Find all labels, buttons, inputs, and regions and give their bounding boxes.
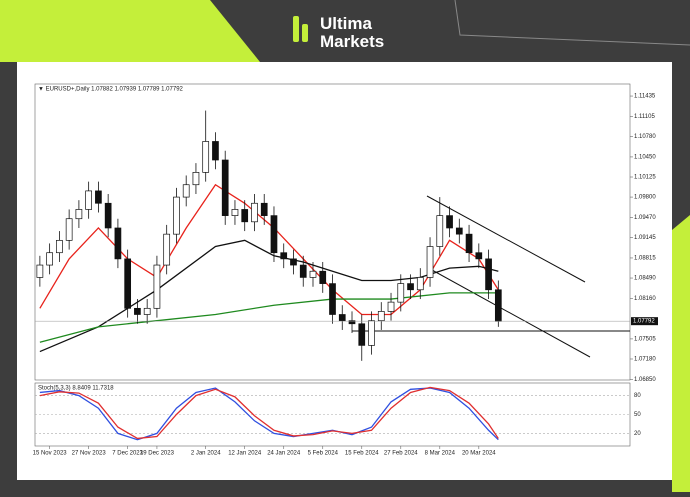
x-tick-label: 12 Jan 2024 (228, 451, 262, 457)
candle-body (173, 196, 180, 235)
x-tick-label: 5 Feb 2024 (308, 451, 339, 457)
candle-body (212, 141, 219, 161)
candle-body (485, 258, 492, 291)
candle-body (358, 323, 366, 346)
candle-body (143, 307, 151, 315)
logo-mark (293, 16, 299, 42)
x-tick-label: 2 Jan 2024 (191, 451, 221, 457)
chart-header: ▼ EURUSD+,Daily 1.07882 1.07939 1.07789 … (38, 87, 184, 93)
accent-shape (672, 215, 690, 492)
indicator-line (39, 386, 499, 440)
candle-body (368, 320, 375, 346)
brand-line: Markets (320, 32, 384, 51)
y-tick-label: 1.10450 (634, 154, 656, 160)
last-price-label: 1.07792 (633, 319, 655, 325)
candle-body (36, 264, 44, 278)
x-tick-label: 27 Nov 2023 (72, 451, 107, 457)
candle-body (436, 215, 444, 247)
candle-body (251, 202, 258, 223)
candle-body (475, 252, 483, 260)
candle-body (46, 252, 53, 266)
candle-body (260, 202, 268, 216)
candle-body (231, 209, 239, 216)
candle-body (280, 252, 288, 260)
x-tick-label: 7 Dec 2023 (112, 451, 143, 457)
candle-body (416, 277, 424, 291)
candle-body (348, 320, 356, 325)
candle-body (202, 141, 210, 173)
y-tick-label: 1.10780 (634, 134, 656, 140)
y-tick-label: 1.11435 (634, 94, 656, 100)
plot-frame (34, 83, 631, 381)
candle-body (192, 172, 200, 186)
x-tick-label: 20 Mar 2024 (462, 451, 496, 457)
candle-body (494, 289, 502, 322)
candle-body (153, 264, 161, 309)
candle-body (85, 190, 92, 210)
trend-line (431, 269, 591, 358)
y-tick-label: 1.08490 (634, 276, 656, 282)
brand-line: Ultima (320, 14, 373, 33)
candle-body (397, 283, 405, 303)
y-tick-label: 20 (634, 431, 641, 437)
candle-body (65, 218, 73, 241)
candle-body (387, 301, 395, 312)
candle-body (465, 233, 473, 254)
y-tick-label: 1.09145 (634, 235, 656, 241)
y-tick-label: 80 (634, 393, 641, 399)
candle-body (309, 270, 317, 278)
candle-body (377, 311, 385, 322)
candle-body (182, 184, 190, 198)
deco-line (454, 0, 690, 46)
x-tick-label: 27 Feb 2024 (384, 451, 418, 457)
x-tick-label: 8 Mar 2024 (425, 451, 456, 457)
indicator-line (39, 239, 499, 353)
candle-body (446, 215, 453, 229)
y-tick-label: 1.07505 (634, 336, 656, 342)
y-tick-label: 1.10125 (634, 175, 656, 181)
candle-body (299, 264, 307, 278)
candle-body (455, 227, 463, 235)
candle-body (95, 190, 102, 204)
candle-body (270, 215, 278, 254)
accent-shape (0, 0, 260, 62)
candle-body (124, 258, 132, 309)
candle-body (426, 246, 434, 278)
x-tick-label: 24 Jan 2024 (267, 451, 301, 457)
candle-body (319, 270, 327, 284)
y-tick-label: 1.11105 (634, 114, 655, 120)
x-tick-label: 15 Feb 2024 (345, 451, 379, 457)
indicator-line (39, 292, 499, 343)
candle-body (329, 283, 336, 315)
y-tick-label: 1.06850 (634, 377, 656, 383)
candle-body (56, 239, 63, 254)
y-tick-label: 50 (634, 412, 641, 418)
candle-body (241, 209, 249, 223)
chart-header: Stoch(5,3,3) 8.8409 11.7318 (38, 386, 114, 392)
trend-line (426, 195, 586, 283)
candle-body (221, 159, 229, 216)
x-tick-label: 15 Nov 2023 (33, 451, 68, 457)
candle-body (114, 227, 122, 260)
candle-body (134, 307, 141, 315)
y-tick-label: 1.07180 (634, 357, 656, 363)
y-tick-label: 1.08815 (634, 256, 656, 262)
x-tick-label: 19 Dec 2023 (140, 451, 175, 457)
last-price-box (631, 317, 658, 326)
y-tick-label: 1.08160 (634, 296, 656, 302)
y-tick-label: 1.09800 (634, 195, 656, 201)
candle-body (104, 202, 112, 229)
candle-body (338, 314, 346, 322)
candle-body (163, 233, 171, 266)
y-tick-label: 1.09470 (634, 215, 656, 221)
panel (17, 62, 672, 480)
logo-mark (302, 24, 308, 42)
candle-body (407, 283, 414, 291)
candle-body (290, 258, 297, 266)
candle-body (75, 209, 83, 220)
